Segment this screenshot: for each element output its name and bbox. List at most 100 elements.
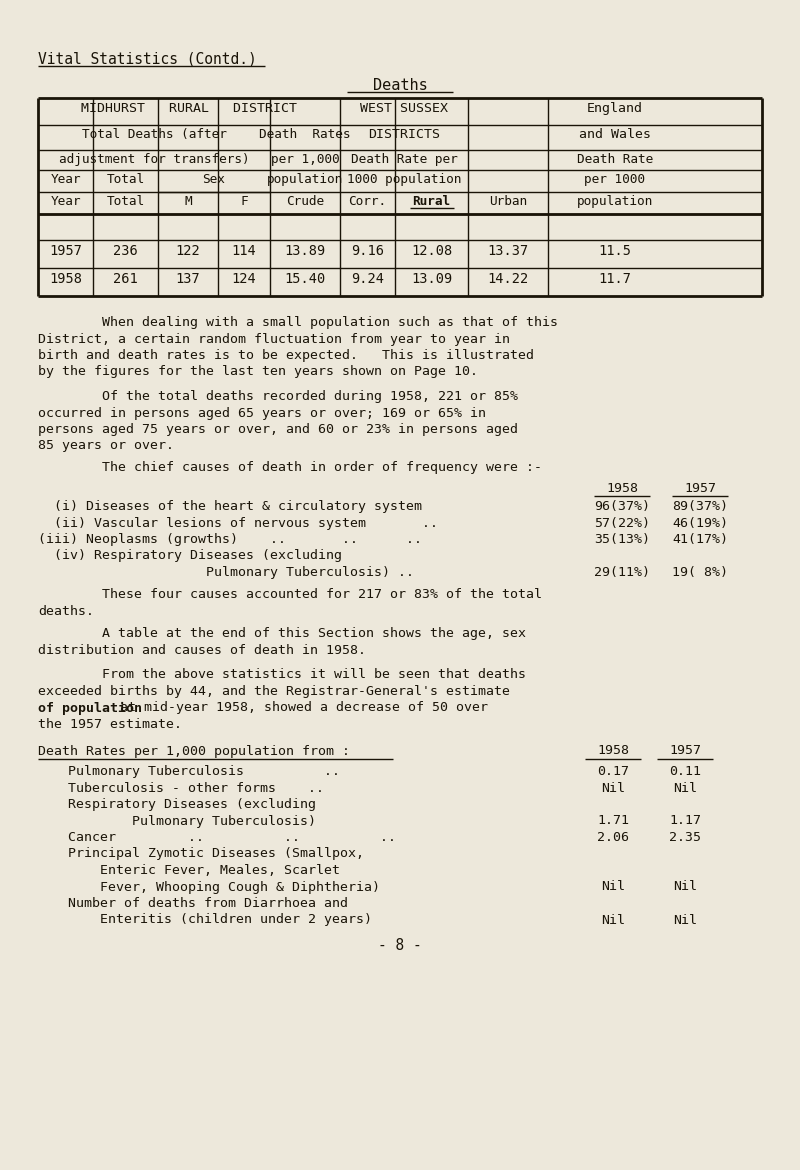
Text: 1958: 1958 bbox=[606, 482, 638, 495]
Text: Pulmonary Tuberculosis          ..: Pulmonary Tuberculosis .. bbox=[68, 765, 340, 778]
Text: Respiratory Diseases (excluding: Respiratory Diseases (excluding bbox=[68, 798, 316, 811]
Text: Principal Zymotic Diseases (Smallpox,: Principal Zymotic Diseases (Smallpox, bbox=[68, 847, 364, 860]
Text: Sex: Sex bbox=[202, 173, 226, 186]
Text: Year: Year bbox=[50, 173, 81, 186]
Text: 96(37%): 96(37%) bbox=[594, 500, 650, 512]
Text: Nil: Nil bbox=[673, 914, 697, 927]
Text: population: population bbox=[577, 195, 653, 208]
Text: 19( 8%): 19( 8%) bbox=[672, 566, 728, 579]
Text: per 1000: per 1000 bbox=[585, 173, 646, 186]
Text: 1958: 1958 bbox=[49, 271, 82, 285]
Text: Corr.: Corr. bbox=[349, 195, 386, 208]
Text: 236: 236 bbox=[113, 245, 138, 259]
Text: Death Rate: Death Rate bbox=[577, 153, 653, 166]
Text: 15.40: 15.40 bbox=[284, 271, 326, 285]
Text: 13.37: 13.37 bbox=[487, 245, 529, 259]
Text: WEST SUSSEX: WEST SUSSEX bbox=[360, 102, 448, 115]
Text: 122: 122 bbox=[176, 245, 200, 259]
Text: 1957: 1957 bbox=[49, 245, 82, 259]
Text: Enteric Fever, Meales, Scarlet: Enteric Fever, Meales, Scarlet bbox=[68, 863, 340, 878]
Text: 46(19%): 46(19%) bbox=[672, 516, 728, 530]
Text: 13.09: 13.09 bbox=[411, 271, 452, 285]
Text: Death Rates per 1,000 population from :: Death Rates per 1,000 population from : bbox=[38, 744, 350, 757]
Text: 11.5: 11.5 bbox=[598, 245, 631, 259]
Text: (i) Diseases of the heart & circulatory system: (i) Diseases of the heart & circulatory … bbox=[38, 500, 422, 512]
Text: per 1,000: per 1,000 bbox=[270, 153, 339, 166]
Text: at mid-year 1958, showed a decrease of 50 over: at mid-year 1958, showed a decrease of 5… bbox=[112, 702, 488, 715]
Text: birth and death rates is to be expected.   This is illustrated: birth and death rates is to be expected.… bbox=[38, 349, 534, 362]
Text: 137: 137 bbox=[176, 271, 200, 285]
Text: 1957: 1957 bbox=[684, 482, 716, 495]
Text: deaths.: deaths. bbox=[38, 605, 94, 618]
Text: These four causes accounted for 217 or 83% of the total: These four causes accounted for 217 or 8… bbox=[38, 589, 542, 601]
Text: Pulmonary Tuberculosis): Pulmonary Tuberculosis) bbox=[68, 814, 316, 827]
Text: 1958: 1958 bbox=[597, 744, 629, 757]
Text: Of the total deaths recorded during 1958, 221 or 85%: Of the total deaths recorded during 1958… bbox=[38, 390, 518, 402]
Text: occurred in persons aged 65 years or over; 169 or 65% in: occurred in persons aged 65 years or ove… bbox=[38, 406, 486, 420]
Text: Nil: Nil bbox=[673, 881, 697, 894]
Text: 12.08: 12.08 bbox=[411, 245, 452, 259]
Text: (ii) Vascular lesions of nervous system       ..: (ii) Vascular lesions of nervous system … bbox=[38, 516, 438, 530]
Text: adjustment for transfers): adjustment for transfers) bbox=[58, 153, 250, 166]
Text: 124: 124 bbox=[232, 271, 256, 285]
Text: 0.17: 0.17 bbox=[597, 765, 629, 778]
Text: by the figures for the last ten years shown on Page 10.: by the figures for the last ten years sh… bbox=[38, 365, 478, 379]
Text: Pulmonary Tuberculosis) ..: Pulmonary Tuberculosis) .. bbox=[38, 566, 414, 579]
Text: Death  Rates: Death Rates bbox=[259, 128, 350, 142]
Text: Tuberculosis - other forms    ..: Tuberculosis - other forms .. bbox=[68, 782, 324, 794]
Text: Nil: Nil bbox=[601, 914, 625, 927]
Text: 14.22: 14.22 bbox=[487, 271, 529, 285]
Text: 35(13%): 35(13%) bbox=[594, 534, 650, 546]
Text: England: England bbox=[587, 102, 643, 115]
Text: Urban: Urban bbox=[489, 195, 527, 208]
Text: 11.7: 11.7 bbox=[598, 271, 631, 285]
Text: Fever, Whooping Cough & Diphtheria): Fever, Whooping Cough & Diphtheria) bbox=[68, 881, 380, 894]
Text: 85 years or over.: 85 years or over. bbox=[38, 440, 174, 453]
Text: Total Deaths (after: Total Deaths (after bbox=[82, 128, 226, 142]
Text: and Wales: and Wales bbox=[579, 128, 651, 142]
Text: Crude: Crude bbox=[286, 195, 324, 208]
Text: MIDHURST   RURAL   DISTRICT: MIDHURST RURAL DISTRICT bbox=[81, 102, 297, 115]
Text: - 8 -: - 8 - bbox=[378, 938, 422, 954]
Text: Nil: Nil bbox=[601, 782, 625, 794]
Text: 2.06: 2.06 bbox=[597, 831, 629, 844]
Text: of population: of population bbox=[38, 702, 142, 715]
Text: The chief causes of death in order of frequency were :-: The chief causes of death in order of fr… bbox=[38, 461, 542, 474]
Text: 0.11: 0.11 bbox=[669, 765, 701, 778]
Text: Total: Total bbox=[106, 173, 145, 186]
Text: F: F bbox=[240, 195, 248, 208]
Text: 1957: 1957 bbox=[669, 744, 701, 757]
Text: Year: Year bbox=[50, 195, 81, 208]
Text: 1.71: 1.71 bbox=[597, 814, 629, 827]
Text: 2.35: 2.35 bbox=[669, 831, 701, 844]
Text: From the above statistics it will be seen that deaths: From the above statistics it will be see… bbox=[38, 668, 526, 681]
Text: Number of deaths from Diarrhoea and: Number of deaths from Diarrhoea and bbox=[68, 897, 348, 910]
Text: 41(17%): 41(17%) bbox=[672, 534, 728, 546]
Text: M: M bbox=[184, 195, 192, 208]
Text: (iii) Neoplasms (growths)    ..       ..      ..: (iii) Neoplasms (growths) .. .. .. bbox=[38, 534, 422, 546]
Text: exceeded births by 44, and the Registrar-General's estimate: exceeded births by 44, and the Registrar… bbox=[38, 684, 510, 698]
Text: District, a certain random fluctuation from year to year in: District, a certain random fluctuation f… bbox=[38, 332, 510, 345]
Text: 114: 114 bbox=[232, 245, 256, 259]
Text: Cancer         ..          ..          ..: Cancer .. .. .. bbox=[68, 831, 396, 844]
Text: (iv) Respiratory Diseases (excluding: (iv) Respiratory Diseases (excluding bbox=[38, 550, 342, 563]
Text: Rural: Rural bbox=[413, 195, 450, 208]
Text: 9.16: 9.16 bbox=[351, 245, 384, 259]
Text: When dealing with a small population such as that of this: When dealing with a small population suc… bbox=[38, 316, 558, 329]
Text: Nil: Nil bbox=[673, 782, 697, 794]
Text: Enteritis (children under 2 years): Enteritis (children under 2 years) bbox=[68, 914, 372, 927]
Text: Total: Total bbox=[106, 195, 145, 208]
Text: Deaths: Deaths bbox=[373, 78, 427, 92]
Text: the 1957 estimate.: the 1957 estimate. bbox=[38, 718, 182, 731]
Text: 1.17: 1.17 bbox=[669, 814, 701, 827]
Text: 261: 261 bbox=[113, 271, 138, 285]
Text: Death Rate per: Death Rate per bbox=[350, 153, 458, 166]
Text: distribution and causes of death in 1958.: distribution and causes of death in 1958… bbox=[38, 644, 366, 658]
Text: A table at the end of this Section shows the age, sex: A table at the end of this Section shows… bbox=[38, 627, 526, 640]
Text: Vital Statistics (Contd.): Vital Statistics (Contd.) bbox=[38, 51, 257, 67]
Text: 57(22%): 57(22%) bbox=[594, 516, 650, 530]
Text: 1000 population: 1000 population bbox=[347, 173, 461, 186]
Text: 29(11%): 29(11%) bbox=[594, 566, 650, 579]
Text: DISTRICTS: DISTRICTS bbox=[368, 128, 440, 142]
Text: 13.89: 13.89 bbox=[284, 245, 326, 259]
